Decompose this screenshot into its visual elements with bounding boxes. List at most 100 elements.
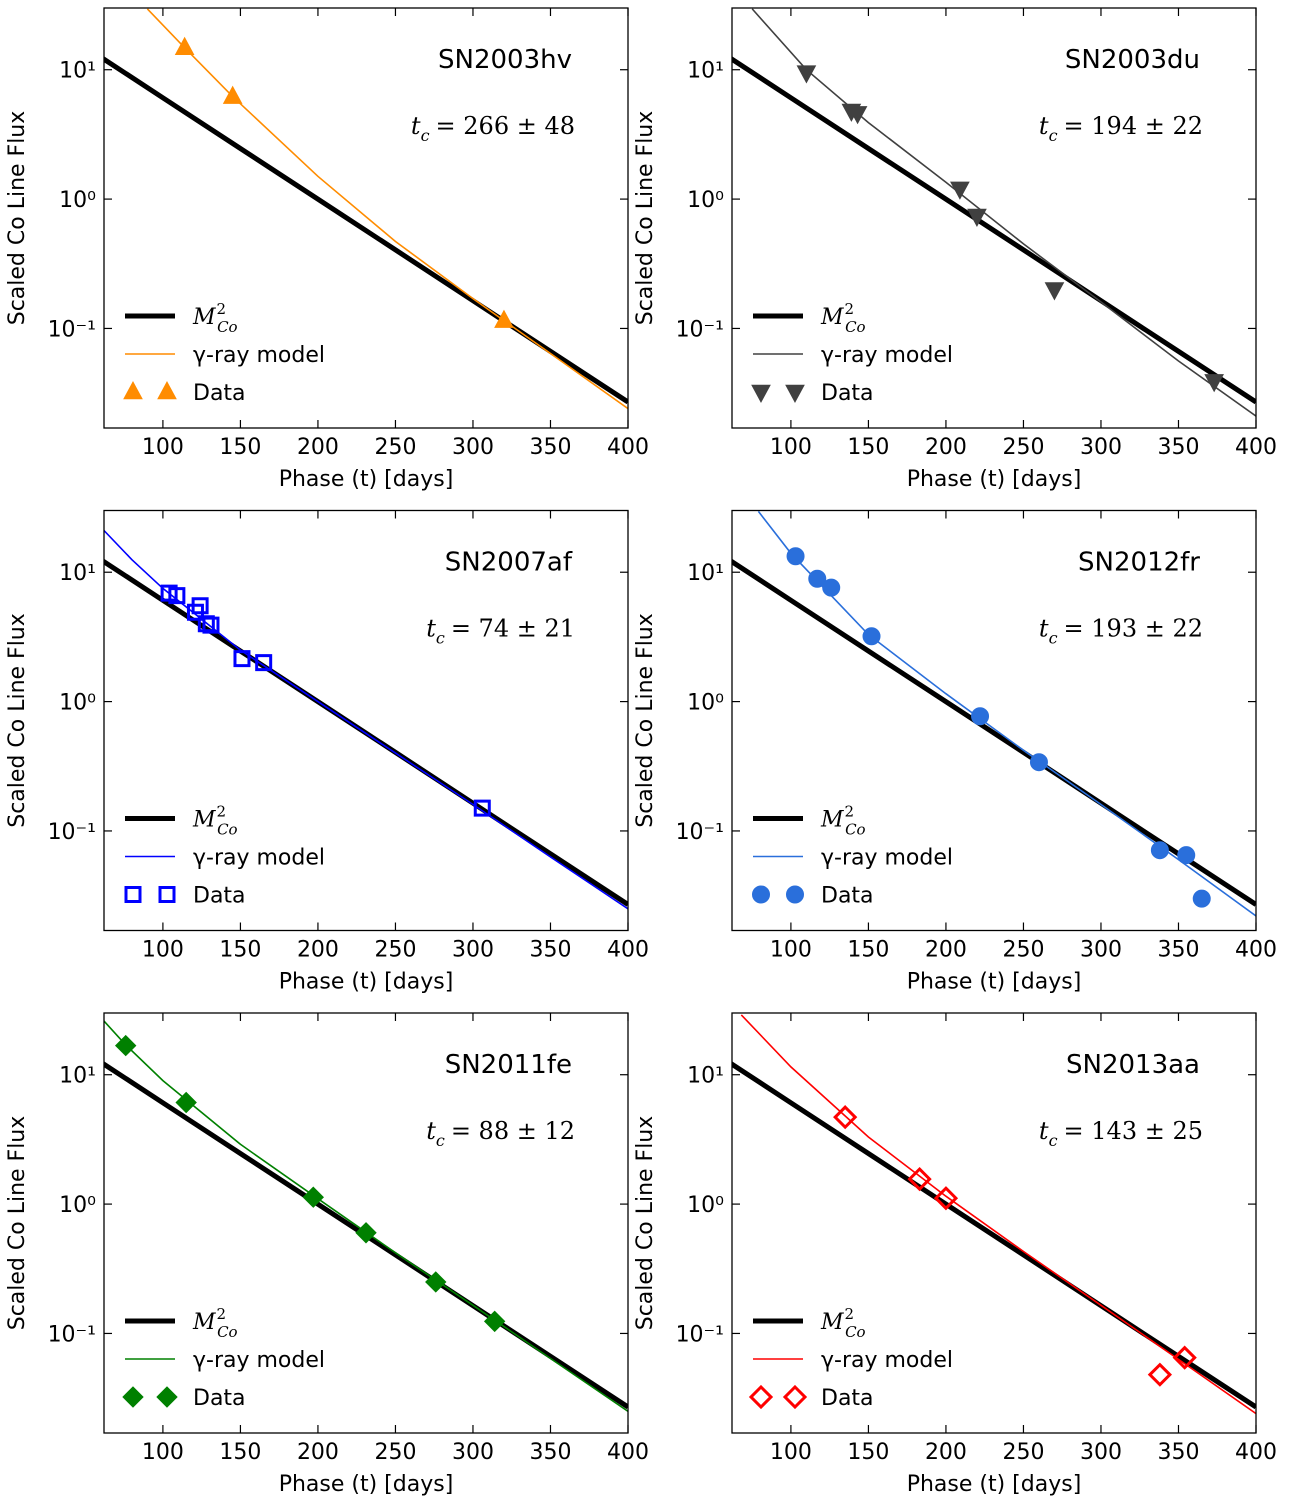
legend-label: M2 Co: [820, 803, 866, 839]
legend-marker: [751, 384, 771, 403]
data-point: [862, 627, 881, 646]
x-tick-label: 400: [1235, 435, 1277, 460]
plot-frame: [103, 509, 629, 932]
text-part: Data: [821, 381, 874, 406]
model-line: [732, 558, 1256, 907]
data-point: [494, 309, 514, 328]
legend-marker: [752, 885, 770, 904]
plot-frame: [103, 1012, 629, 1434]
x-tick-label: 400: [607, 938, 649, 963]
x-tick-label: 250: [374, 435, 416, 460]
y-tick-label: 10¹: [687, 561, 724, 586]
x-tick-label: 400: [607, 435, 649, 460]
legend-label: Data: [821, 1386, 874, 1411]
text-part: c: [436, 629, 445, 648]
text-part: M: [192, 305, 216, 330]
plot-frame: [103, 7, 629, 429]
text-part: t: [1039, 112, 1049, 140]
legend-label: M2 Co: [192, 803, 238, 839]
x-tick-label: 200: [925, 1440, 967, 1465]
legend-label: γ-ray model: [193, 1348, 325, 1373]
data-point: [1204, 374, 1224, 393]
legend-marker: [122, 1386, 144, 1408]
model-line: [751, 8, 1256, 417]
data-point: [483, 1310, 506, 1333]
annotation: tc = 266 ± 48: [411, 112, 575, 145]
data-point: [907, 1166, 932, 1192]
legend-marker: [157, 381, 177, 400]
text-part: Co: [845, 1323, 866, 1341]
text-part: c: [1049, 126, 1058, 145]
legend-label: M2 Co: [820, 1305, 866, 1341]
legend-label: γ-ray model: [821, 1348, 953, 1373]
annotation: tc = 88 ± 12: [426, 1117, 575, 1150]
x-tick-label: 250: [374, 1440, 416, 1465]
legend-marker: [124, 886, 142, 903]
data-point: [967, 208, 987, 227]
panel-title: SN2011fe: [445, 1050, 572, 1080]
x-axis-label: Phase (t) [days]: [279, 970, 454, 995]
text-part: 2: [217, 1305, 227, 1323]
text-part: = 74 ± 21: [451, 615, 575, 643]
text-part: 2: [217, 300, 227, 318]
data-point: [1177, 846, 1196, 865]
text-part: Data: [193, 381, 246, 406]
data-point: [186, 603, 204, 621]
x-tick-label: 150: [847, 938, 889, 963]
text-part: 2: [217, 803, 227, 821]
x-tick-label: 300: [452, 1440, 494, 1465]
panel: 100 150 200 250 300 350 400 10⁻¹ 10⁰ 10¹ Phase (t)…: [633, 509, 1277, 995]
data-point: [1029, 753, 1048, 772]
model-line: [104, 1061, 628, 1410]
x-tick-label: 300: [452, 435, 494, 460]
text-part: c: [421, 126, 430, 145]
y-tick-label: 10⁰: [687, 1193, 724, 1218]
model-line: [732, 1061, 1256, 1410]
x-tick-label: 200: [297, 435, 339, 460]
data-point: [1192, 889, 1211, 908]
text-part: Data: [821, 1386, 874, 1411]
text-part: γ-ray model: [821, 846, 953, 871]
legend-label: Data: [193, 381, 246, 406]
legend-marker: [156, 1386, 178, 1408]
text-part: Co: [845, 821, 866, 839]
text-part: c: [1049, 629, 1058, 648]
legend-marker: [748, 1384, 774, 1410]
y-axis-label: Scaled Co Line Flux: [633, 1116, 658, 1331]
text-part: 2: [845, 803, 855, 821]
y-tick-label: 10⁻¹: [676, 820, 724, 845]
legend-label: M2 Co: [820, 300, 866, 336]
panel: 100 150 200 250 300 350 400 10⁻¹ 10⁰ 10¹ Phase (t)…: [5, 509, 649, 995]
panel: 100 150 200 250 300 350 400 10⁻¹ 10⁰ 10¹ Phase (t)…: [633, 7, 1277, 492]
x-axis-label: Phase (t) [days]: [907, 970, 1082, 995]
text-part: 2: [845, 1305, 855, 1323]
legend-marker: [782, 1384, 808, 1410]
y-axis-label: Scaled Co Line Flux: [5, 1116, 30, 1331]
data-point: [202, 616, 220, 634]
data-point: [168, 587, 186, 605]
annotation: tc = 193 ± 22: [1039, 615, 1203, 648]
panel: 100 150 200 250 300 350 400 10⁻¹ 10⁰ 10¹ Phase (t)…: [5, 1012, 649, 1497]
text-part: M: [820, 305, 844, 330]
x-tick-label: 300: [452, 938, 494, 963]
x-tick-label: 150: [847, 1440, 889, 1465]
x-tick-label: 150: [219, 435, 261, 460]
x-tick-label: 100: [770, 1440, 812, 1465]
data-point: [950, 181, 970, 200]
data-point: [114, 1034, 137, 1057]
x-tick-label: 100: [142, 435, 184, 460]
text-part: = 266 ± 48: [436, 112, 575, 140]
text-part: t: [426, 615, 436, 643]
data-point: [808, 569, 827, 588]
plot-frame: [731, 509, 1257, 932]
data-point: [847, 106, 868, 125]
text-part: M: [192, 1310, 216, 1335]
annotation: tc = 143 ± 25: [1039, 1117, 1203, 1150]
data-point: [933, 1186, 959, 1211]
text-part: 2: [845, 300, 855, 318]
legend-label: M2 Co: [192, 1305, 238, 1341]
y-tick-label: 10⁻¹: [48, 317, 96, 342]
x-tick-label: 100: [770, 435, 812, 460]
text-part: Data: [193, 1386, 246, 1411]
